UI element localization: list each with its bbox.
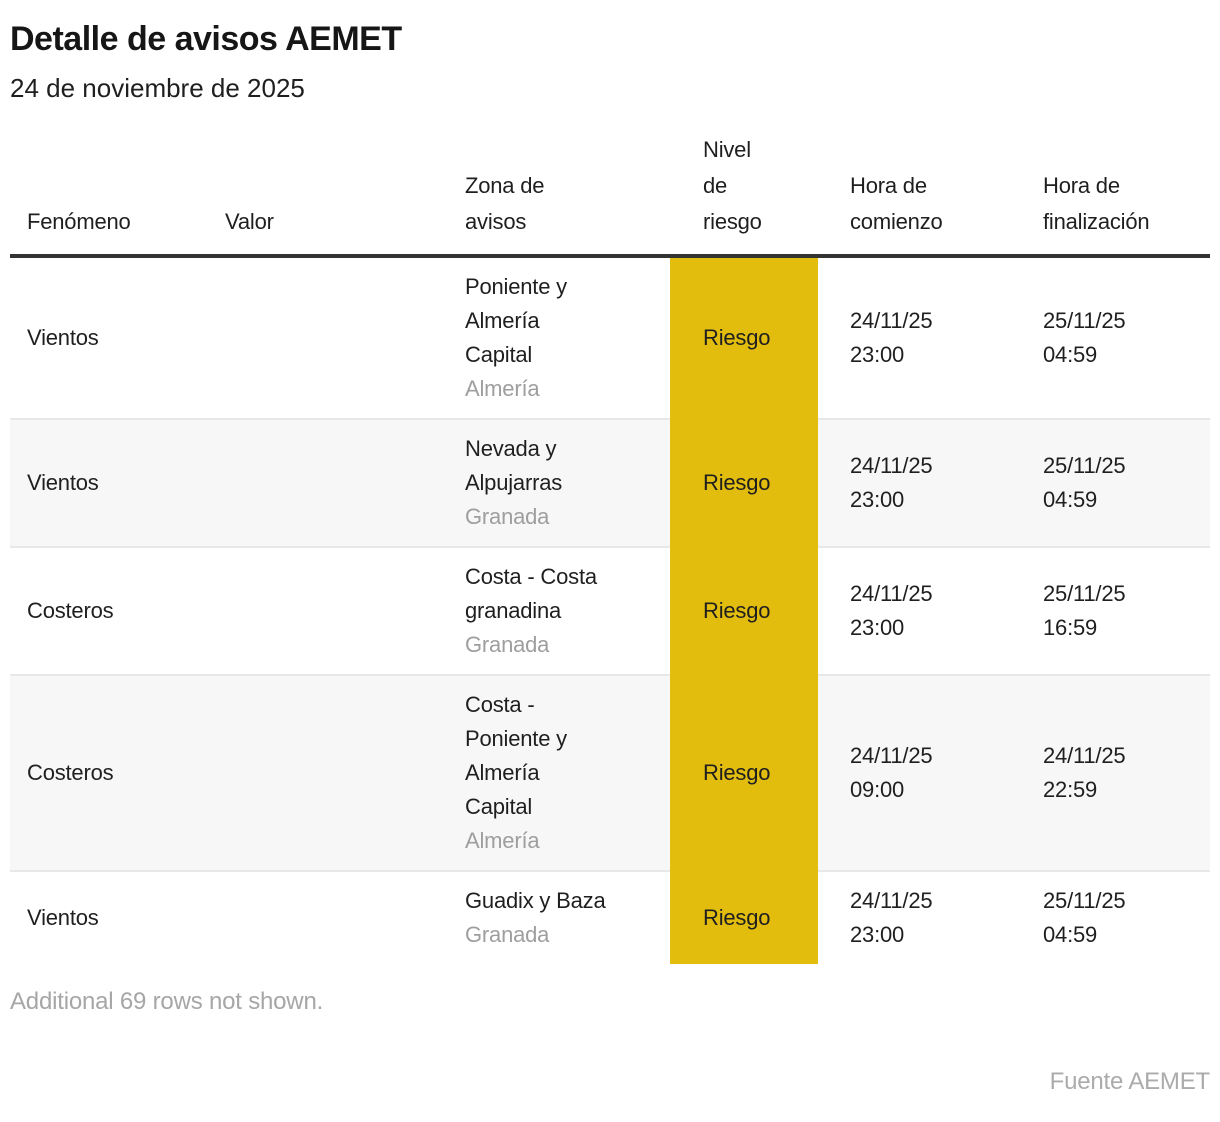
column-header-fenomeno: Fenómeno <box>10 132 210 259</box>
cell-end-time: 25/11/25 16:59 <box>1033 546 1210 676</box>
table-row: Costeros Costa - Poniente y Almería Capi… <box>10 674 1210 872</box>
cell-end-time: 25/11/25 04:59 <box>1043 308 1126 368</box>
cell-risk-level: Riesgo <box>670 674 818 872</box>
warnings-table: Fenómeno Valor Zona de avisos Nivel de r… <box>10 132 1210 965</box>
cell-start-time: 24/11/25 09:00 <box>818 674 1033 872</box>
cell-valor <box>210 546 450 676</box>
cell-valor <box>210 418 450 548</box>
column-header-valor: Valor <box>210 132 450 259</box>
zone-name: Costa - Costa granadina <box>465 564 597 624</box>
cell-risk-level: Riesgo <box>670 256 818 420</box>
cell-risk-level: Riesgo <box>670 418 818 548</box>
source-credit: Fuente AEMET <box>1049 1068 1211 1096</box>
page-subtitle: 24 de noviembre de 2025 <box>10 73 305 104</box>
table-header: Fenómeno Valor Zona de avisos Nivel de r… <box>10 132 1210 259</box>
column-header-nivel: Nivel de riesgo <box>670 132 818 259</box>
cell-valor <box>210 256 450 419</box>
cell-valor <box>210 674 450 872</box>
cell-risk-level: Riesgo <box>670 870 818 965</box>
cell-fenomeno: Costeros <box>10 674 210 872</box>
cell-zona: Nevada y Alpujarras Granada <box>450 418 670 548</box>
table-row: Vientos Nevada y Alpujarras Granada Ries… <box>10 418 1210 548</box>
cell-end-time: 25/11/25 04:59 <box>1033 418 1210 548</box>
cell-zona: Costa - Costa granadina Granada <box>450 546 670 676</box>
page-title: Detalle de avisos AEMET <box>10 20 402 58</box>
column-header-zona: Zona de avisos <box>450 132 670 259</box>
cell-zona: Guadix y Baza Granada <box>450 870 670 965</box>
cell-zona: Poniente y Almería Capital Almería <box>450 256 670 419</box>
rows-not-shown-note: Additional 69 rows not shown. <box>10 988 324 1016</box>
cell-start-time: 24/11/25 23:00 <box>818 870 1033 965</box>
cell-fenomeno: Costeros <box>10 546 210 676</box>
zone-name: Costa - Poniente y Almería Capital <box>465 692 567 820</box>
province-label: Almería <box>465 828 540 854</box>
province-label: Almería <box>465 376 540 402</box>
zone-name: Poniente y Almería Capital <box>465 274 567 368</box>
table-row: Vientos Poniente y Almería Capital Almer… <box>10 256 1210 420</box>
table-row: Costeros Costa - Costa granadina Granada… <box>10 546 1210 676</box>
province-label: Granada <box>465 504 550 530</box>
cell-valor <box>210 870 450 965</box>
column-header-comienzo: Hora de comienzo <box>818 132 1033 259</box>
province-label: Granada <box>465 632 550 658</box>
cell-risk-level: Riesgo <box>670 546 818 676</box>
table-row: Vientos Guadix y Baza Granada Riesgo 24/… <box>10 870 1210 965</box>
cell-zona: Costa - Poniente y Almería Capital Almer… <box>450 674 670 872</box>
cell-end-time: 24/11/25 22:59 <box>1033 674 1210 872</box>
cell-start-time: 24/11/25 23:00 <box>818 418 1033 548</box>
province-label: Granada <box>465 922 550 948</box>
column-header-finalizacion: Hora de finalización <box>1033 132 1210 259</box>
cell-fenomeno: Vientos <box>10 870 210 965</box>
cell-start-time: 24/11/25 23:00 <box>850 308 933 368</box>
cell-end-time: 25/11/25 04:59 <box>1033 870 1210 965</box>
cell-fenomeno: Vientos <box>10 418 210 548</box>
zone-name: Guadix y Baza <box>465 888 606 914</box>
zone-name: Nevada y Alpujarras <box>465 436 563 496</box>
cell-start-time: 24/11/25 23:00 <box>818 546 1033 676</box>
cell-fenomeno: Vientos <box>27 325 99 351</box>
header-row: Fenómeno Valor Zona de avisos Nivel de r… <box>10 132 1210 259</box>
